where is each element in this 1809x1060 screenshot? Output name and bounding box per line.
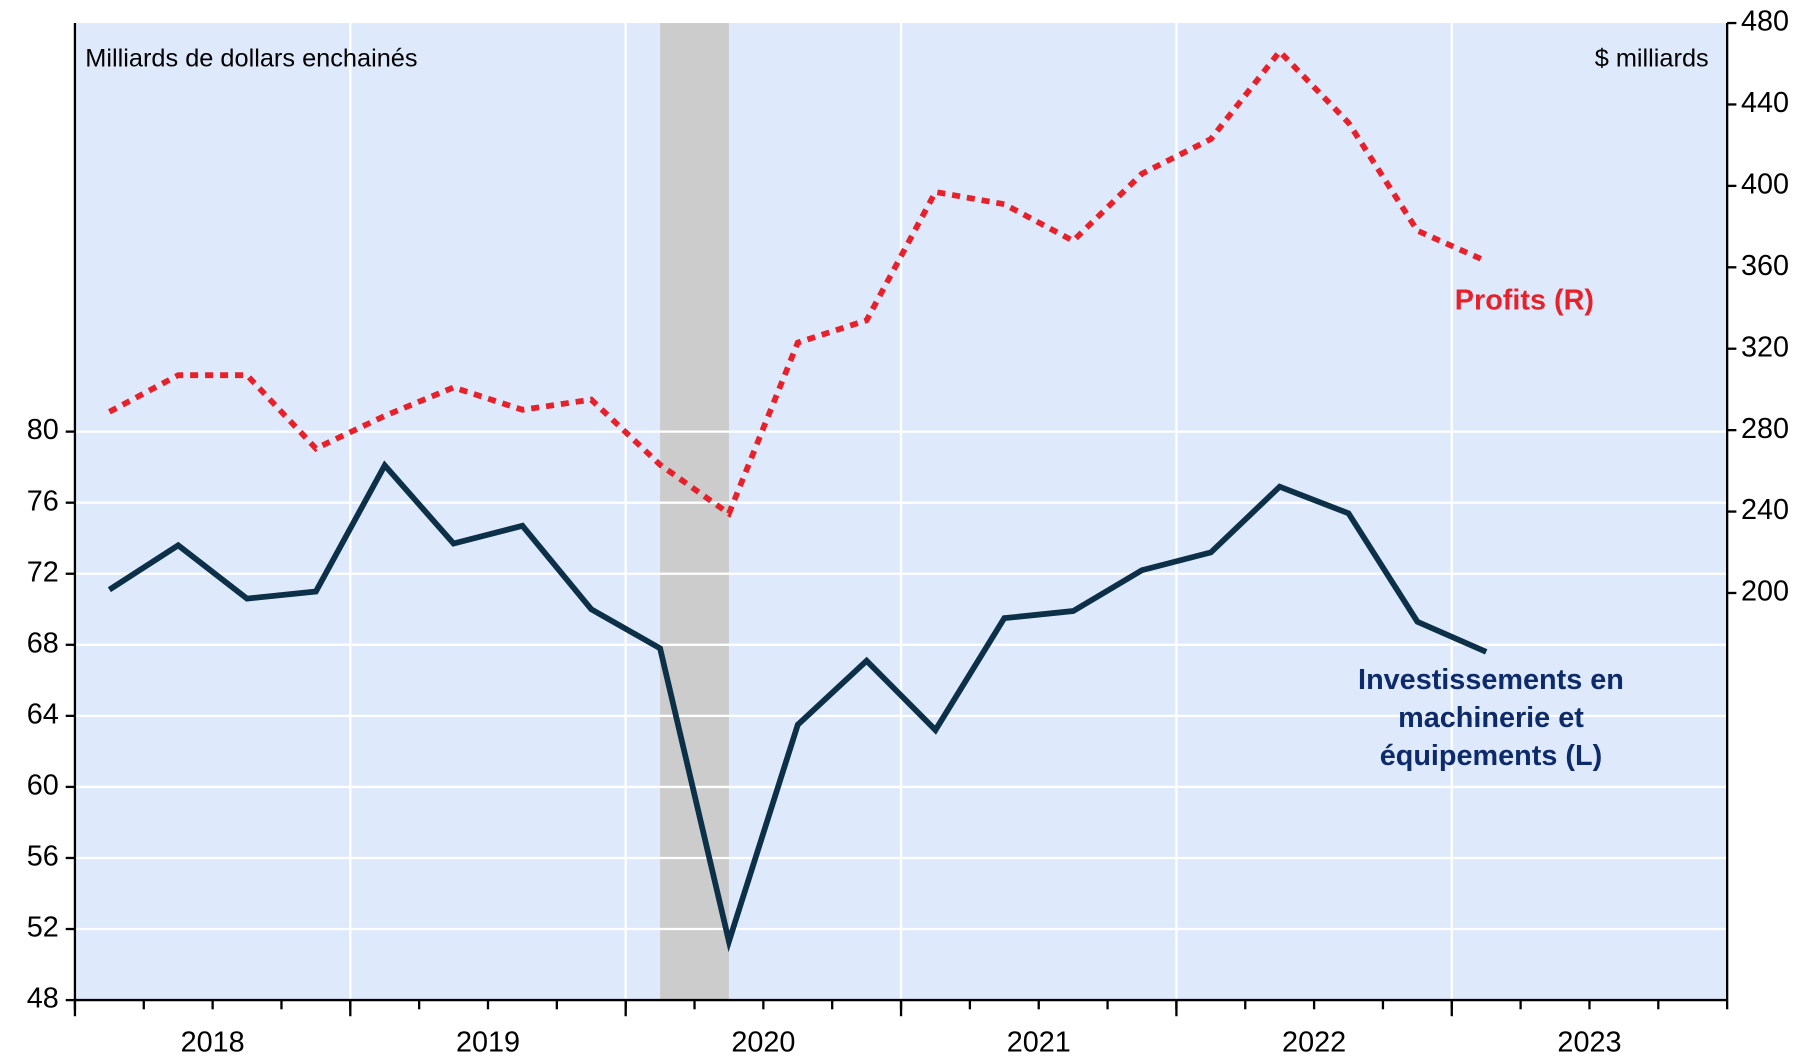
x-tick-label: 2018 bbox=[181, 1026, 245, 1058]
y-tick-label: 64 bbox=[27, 698, 59, 730]
x-tick-label: 2022 bbox=[1282, 1026, 1346, 1058]
series-label: Investissements en machinerie et équipem… bbox=[1358, 663, 1624, 772]
y2-tick-label: 400 bbox=[1741, 168, 1789, 200]
series-label: Profits (R) bbox=[1455, 284, 1594, 316]
y2-tick-label: 360 bbox=[1741, 250, 1789, 282]
series-label-box: Investissements en machinerie et équipem… bbox=[1358, 663, 1624, 772]
x-tick-label: 2023 bbox=[1557, 1026, 1621, 1058]
series-line bbox=[107, 460, 1488, 953]
y2-tick-label: 320 bbox=[1741, 331, 1789, 363]
y-tick-label: 68 bbox=[27, 627, 59, 659]
y-tick-label: 60 bbox=[27, 770, 59, 802]
y2-tick-label: 200 bbox=[1741, 576, 1789, 608]
y-tick-label: 72 bbox=[27, 556, 59, 588]
y2-tick-label: 240 bbox=[1741, 494, 1789, 526]
y-axis-unit: Milliards de dollars enchainés bbox=[85, 45, 417, 73]
y-tick-label: 56 bbox=[27, 841, 59, 873]
y2-tick-label: 480 bbox=[1741, 6, 1789, 38]
recession-shading bbox=[660, 23, 729, 1001]
y-tick-label: 52 bbox=[27, 912, 59, 944]
y2-axis-unit: $ milliards bbox=[1595, 45, 1709, 73]
series-line bbox=[108, 47, 1488, 519]
y-tick-label: 48 bbox=[27, 983, 59, 1015]
y-tick-label: 80 bbox=[27, 414, 59, 446]
x-tick-label: 2021 bbox=[1007, 1026, 1071, 1058]
x-tick-label: 2019 bbox=[456, 1026, 520, 1058]
y-tick-label: 76 bbox=[27, 485, 59, 517]
y2-tick-label: 440 bbox=[1741, 87, 1789, 119]
y2-tick-label: 280 bbox=[1741, 413, 1789, 445]
x-tick-label: 2020 bbox=[731, 1026, 795, 1058]
